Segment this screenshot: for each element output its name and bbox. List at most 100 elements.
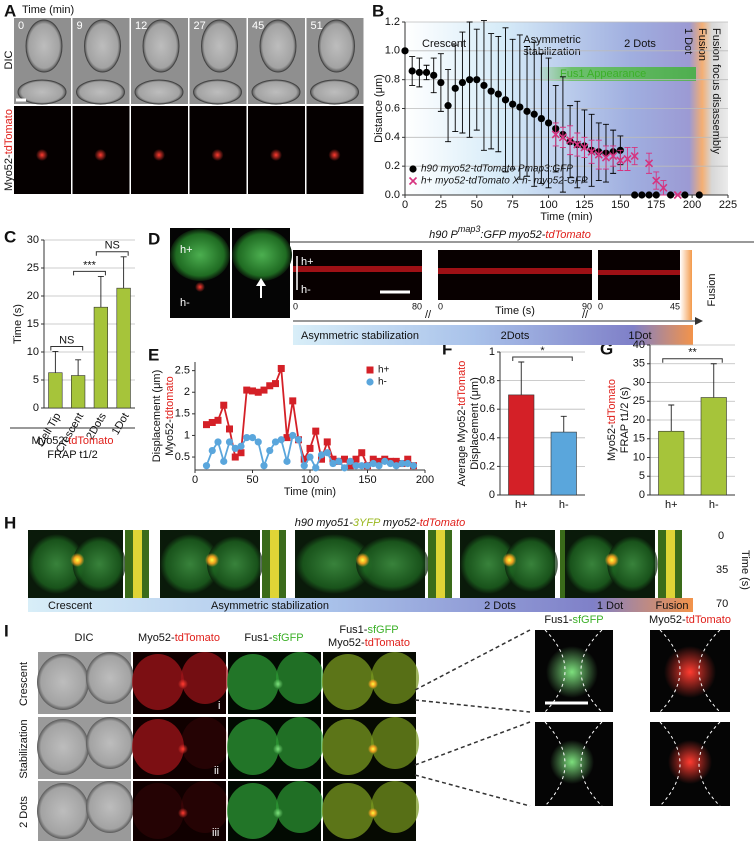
y-tick-label: 1.2 xyxy=(385,16,400,28)
data-point xyxy=(202,462,211,470)
axis-label: Myo52-tdTomato xyxy=(32,435,114,447)
y-tick-label: 0.8 xyxy=(480,375,495,387)
cell xyxy=(276,781,324,833)
data-point xyxy=(392,457,400,465)
time-value: 51 xyxy=(311,20,323,32)
data-point xyxy=(243,386,251,394)
axis-label-part: tdTomato xyxy=(456,361,468,406)
y-tick-label: 0 xyxy=(489,489,495,501)
data-point xyxy=(226,425,233,433)
data-point xyxy=(695,191,703,199)
title-part: h90 P xyxy=(429,229,458,241)
spot xyxy=(273,808,283,818)
data-point xyxy=(458,78,467,87)
phase-label: 2 Dots xyxy=(624,38,656,50)
cell xyxy=(318,19,355,73)
y-tick-label: 0.0 xyxy=(385,189,400,201)
axis-label-part: FRAP t1/2 (s) xyxy=(619,387,631,453)
data-point xyxy=(329,459,337,468)
data-point xyxy=(272,380,279,388)
data-point xyxy=(652,191,660,199)
cell xyxy=(356,536,429,592)
kymo-side: h+ xyxy=(301,256,314,268)
header-part: sfGFP xyxy=(572,614,603,626)
cell xyxy=(132,783,184,839)
phase-label: Crescent xyxy=(422,38,466,50)
data-point xyxy=(681,191,689,199)
data-point xyxy=(375,457,383,465)
data-point xyxy=(544,119,553,127)
data-point xyxy=(323,438,331,446)
spot xyxy=(355,553,370,567)
data-point xyxy=(666,191,675,199)
data-point xyxy=(358,462,366,470)
y-tick-label: 25 xyxy=(27,262,39,274)
spot xyxy=(368,679,378,689)
data-point xyxy=(214,438,222,446)
column-header: Myo52-tdTomato xyxy=(138,632,220,644)
data-point xyxy=(208,446,216,455)
kymo-tick: 90 xyxy=(582,301,592,311)
data-point xyxy=(573,140,582,149)
y-tick-label: 30 xyxy=(27,234,39,246)
y-tick-label: 2.5 xyxy=(175,365,190,377)
kymo-side: h- xyxy=(301,284,311,296)
x-tick-label: 150 xyxy=(358,474,376,486)
axis-label-part: tdTomato xyxy=(68,435,113,447)
cell xyxy=(193,79,242,105)
panel-label: E xyxy=(148,345,159,364)
row-label: Crescent xyxy=(18,662,30,706)
kymograph-signal xyxy=(436,530,445,598)
data-point xyxy=(644,159,654,168)
data-point xyxy=(203,421,210,429)
spot xyxy=(205,553,219,567)
time-value: 45 xyxy=(252,20,264,32)
data-point xyxy=(260,462,268,470)
data-point xyxy=(214,416,222,424)
header-part: Myo52- xyxy=(328,637,365,649)
time-value: 27 xyxy=(194,20,206,32)
bar xyxy=(550,431,577,496)
y-tick-label: 40 xyxy=(633,339,645,351)
x-tick-label: 50 xyxy=(471,199,483,211)
y-tick-label: 15 xyxy=(27,318,39,330)
panel-label: C xyxy=(4,227,16,246)
data-point xyxy=(237,442,245,450)
image-strip: 0 9 12 27 45 51 xyxy=(14,18,364,194)
data-point xyxy=(237,449,245,457)
row-label-part: Myo52- xyxy=(3,154,15,191)
time-arrow xyxy=(695,317,703,325)
data-point xyxy=(312,464,320,472)
bar xyxy=(93,306,109,409)
y-tick-label: 5 xyxy=(33,374,39,386)
cell xyxy=(607,536,658,592)
y-tick-label: 5 xyxy=(639,470,645,482)
significance-label: NS xyxy=(105,240,120,252)
x-tick-label: 75 xyxy=(507,199,519,211)
cell xyxy=(28,534,85,594)
zoom-images xyxy=(414,629,730,807)
phase-band xyxy=(293,325,693,345)
axis-label-part: Average Myo52- xyxy=(456,406,468,487)
axis-label-part: Myo52- xyxy=(164,419,176,456)
time-tick: 70 xyxy=(716,598,728,610)
axis-label: Displacement (μm) xyxy=(151,370,163,463)
data-point xyxy=(283,457,291,465)
data-point xyxy=(352,455,360,463)
cell xyxy=(181,717,229,769)
spot xyxy=(70,553,85,567)
cell xyxy=(37,654,89,710)
x-tick-label: 25 xyxy=(435,199,447,211)
y-tick-label: 30 xyxy=(633,376,645,388)
data-point xyxy=(266,382,274,390)
inset-label: i xyxy=(218,700,220,712)
spot xyxy=(178,679,188,689)
data-point xyxy=(404,455,412,463)
data-point xyxy=(346,457,354,465)
x-tick-label: 175 xyxy=(647,199,665,211)
phase-label: Crescent xyxy=(48,600,92,612)
phase-label: 1 Dot xyxy=(597,600,623,612)
data-point xyxy=(594,150,603,159)
data-point xyxy=(381,457,389,465)
kymo-tick: 0 xyxy=(293,301,298,311)
